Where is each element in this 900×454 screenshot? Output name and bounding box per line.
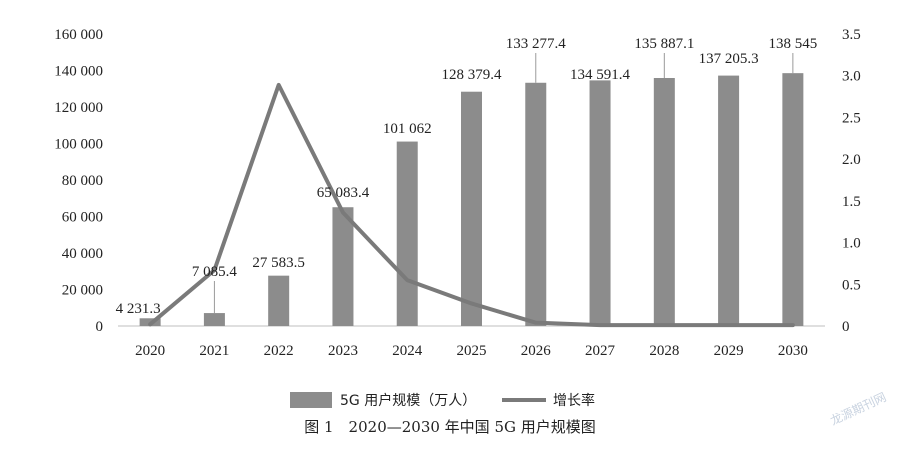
y-right-tick-label: 2.5 — [842, 110, 861, 126]
y-left-tick-label: 60 000 — [62, 210, 103, 226]
y-left-tick-label: 0 — [96, 319, 104, 335]
x-tick-label: 2022 — [264, 343, 294, 359]
bar — [461, 91, 482, 326]
x-tick-label: 2030 — [778, 343, 808, 359]
bar — [653, 78, 675, 326]
y-right-tick-label: 2.0 — [842, 152, 861, 168]
data-label: 133 277.4 — [506, 36, 567, 52]
y-right-tick-label: 1.5 — [842, 194, 861, 210]
bar — [782, 73, 804, 327]
figure-caption: 图 1 2020—2030 年中国 5G 用户规模图 — [304, 418, 596, 436]
data-label: 101 062 — [383, 121, 432, 137]
y-left-tick-label: 100 000 — [54, 137, 103, 153]
axes-group: 0 20 000 40 000 60 000 80 000 100 000 120 000 1… — [54, 27, 861, 359]
data-label: 137 205.3 — [699, 51, 759, 67]
x-tick-label: 2023 — [328, 343, 358, 359]
legend-bar-swatch — [290, 392, 332, 408]
y-left-tick-label: 120 000 — [54, 100, 103, 116]
data-label: 4 231.3 — [116, 301, 161, 317]
x-tick-label: 2021 — [199, 343, 229, 359]
y-left-tick-label: 80 000 — [62, 173, 103, 189]
y-right-tick-label: 0.5 — [842, 277, 861, 293]
y-right-tick-label: 3.5 — [842, 27, 861, 43]
bar — [268, 275, 290, 326]
y-left-tick-label: 160 000 — [54, 27, 103, 43]
y-right-tick-label: 1.0 — [842, 236, 861, 252]
data-label: 65 083.4 — [317, 185, 370, 201]
data-label: 135 887.1 — [634, 36, 694, 52]
data-label: 134 591.4 — [570, 67, 631, 83]
x-tick-label: 2028 — [649, 343, 679, 359]
x-tick-label: 2026 — [521, 343, 552, 359]
data-labels-group: 4 231.3 7 085.4 27 583.5 65 083.4 101 062 128… — [116, 36, 818, 317]
bar — [332, 207, 354, 326]
bars-group — [139, 73, 804, 327]
bar — [396, 141, 418, 326]
legend-bar-label: 5G 用户规模（万人） — [340, 392, 476, 409]
data-label: 7 085.4 — [192, 264, 238, 280]
bar — [718, 75, 740, 326]
x-tick-label: 2029 — [714, 343, 744, 359]
y-left-tick-label: 20 000 — [62, 283, 103, 299]
bar — [589, 80, 611, 326]
legend: 5G 用户规模（万人） 增长率 — [290, 392, 595, 409]
bar — [525, 82, 547, 327]
x-tick-label: 2020 — [135, 343, 165, 359]
y-right-tick-label: 0 — [842, 319, 850, 335]
legend-line-label: 增长率 — [553, 392, 595, 409]
bar — [203, 313, 225, 326]
x-tick-label: 2025 — [457, 343, 487, 359]
y-left-tick-label: 140 000 — [54, 64, 103, 80]
data-label: 27 583.5 — [252, 255, 305, 271]
data-label: 138 545 — [768, 36, 817, 52]
x-tick-label: 2027 — [585, 343, 616, 359]
data-label: 128 379.4 — [442, 67, 503, 83]
x-tick-label: 2024 — [392, 343, 423, 359]
y-right-tick-label: 3.0 — [842, 69, 861, 85]
growth-line-group — [148, 82, 795, 328]
y-left-tick-label: 40 000 — [62, 246, 103, 262]
